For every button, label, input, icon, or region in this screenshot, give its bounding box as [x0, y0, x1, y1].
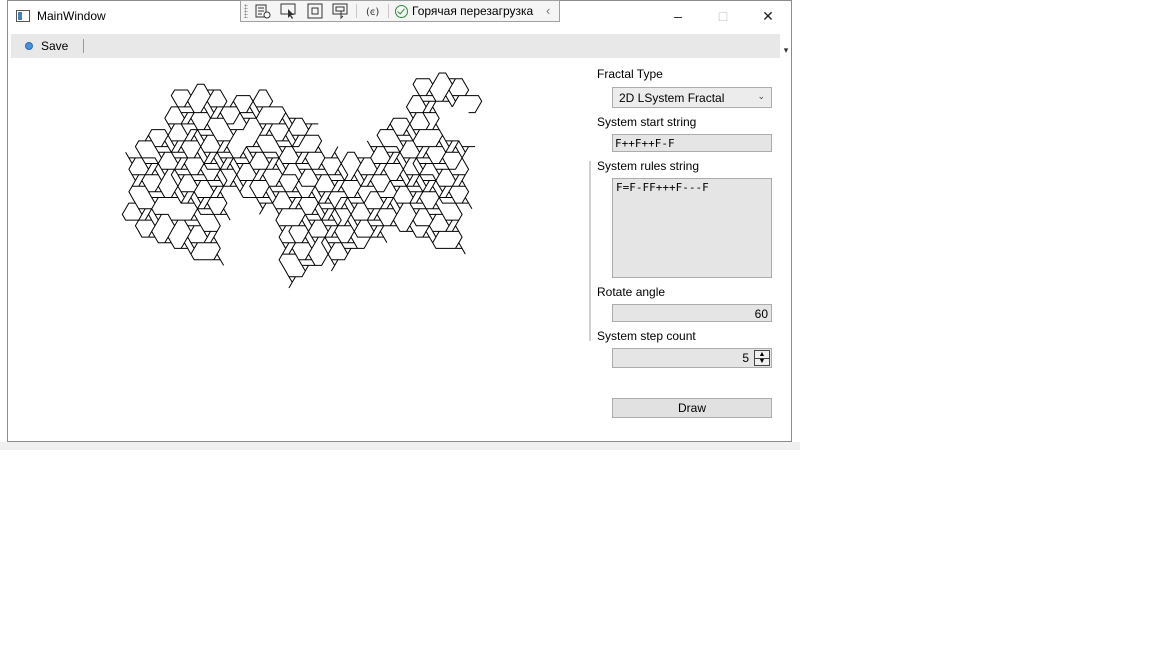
save-label: Save [41, 39, 69, 53]
save-button[interactable]: Save [14, 34, 74, 58]
toolbar-overflow-button[interactable]: ▾ [783, 45, 789, 55]
select-element-icon[interactable] [280, 3, 298, 19]
hot-reload-label: Горячая перезагрузка [412, 4, 534, 18]
toolbar-divider [83, 39, 84, 53]
track-focus-icon[interactable] [332, 3, 350, 19]
fractal-type-value: 2D LSystem Fractal [619, 91, 725, 105]
live-visual-tree-icon[interactable] [254, 3, 272, 19]
fractal-type-label: Fractal Type [597, 67, 663, 81]
rules-string-input[interactable]: F=F-FF+++F---F [612, 178, 772, 278]
main-window: MainWindow – □ ✕ Save ▾ Fractal Type 2D … [7, 0, 792, 442]
step-count-label: System step count [597, 329, 696, 343]
window-title: MainWindow [37, 9, 106, 23]
fractal-path [121, 72, 483, 289]
fractal-canvas [121, 72, 483, 289]
hot-reload-status[interactable]: Горячая перезагрузка [395, 3, 533, 19]
xaml-debug-toolbar: (ͼ) Горячая перезагрузка ‹ [240, 0, 560, 22]
spin-up-button[interactable]: ▲ [755, 351, 769, 359]
start-string-label: System start string [597, 115, 697, 129]
check-circle-icon [395, 4, 408, 18]
maximize-button[interactable]: □ [718, 8, 728, 24]
start-string-input[interactable]: F++F++F-F [612, 134, 772, 152]
drag-grip-icon[interactable] [244, 4, 248, 18]
display-layout-adorners-icon[interactable] [306, 3, 324, 19]
svg-text:(ͼ): (ͼ) [366, 7, 379, 18]
rotate-angle-label: Rotate angle [597, 285, 666, 299]
step-count-input[interactable]: 5 ▲ ▼ [612, 348, 772, 368]
close-button[interactable]: ✕ [762, 8, 774, 24]
step-count-value: 5 [742, 351, 749, 365]
window-shadow [0, 442, 800, 450]
fractal-type-combobox[interactable]: 2D LSystem Fractal ⌄ [612, 87, 772, 108]
spin-down-button[interactable]: ▼ [758, 358, 766, 365]
draw-button[interactable]: Draw [612, 398, 772, 418]
toolbar-separator [388, 4, 389, 18]
rules-string-label: System rules string [597, 159, 700, 173]
save-icon [25, 42, 33, 50]
main-toolbar: Save [11, 34, 780, 58]
rotate-angle-input[interactable]: 60 [612, 304, 772, 322]
step-count-spinner: ▲ ▼ [754, 350, 770, 366]
app-icon [16, 10, 30, 22]
binding-failures-icon[interactable]: (ͼ) [364, 3, 382, 19]
minimize-button[interactable]: – [674, 8, 682, 24]
fractal-drawing [121, 72, 483, 289]
panel-splitter[interactable] [589, 161, 591, 341]
toolbar-separator [356, 4, 357, 18]
collapse-toolbar-icon[interactable]: ‹ [546, 3, 551, 18]
chevron-down-icon: ⌄ [757, 91, 765, 101]
